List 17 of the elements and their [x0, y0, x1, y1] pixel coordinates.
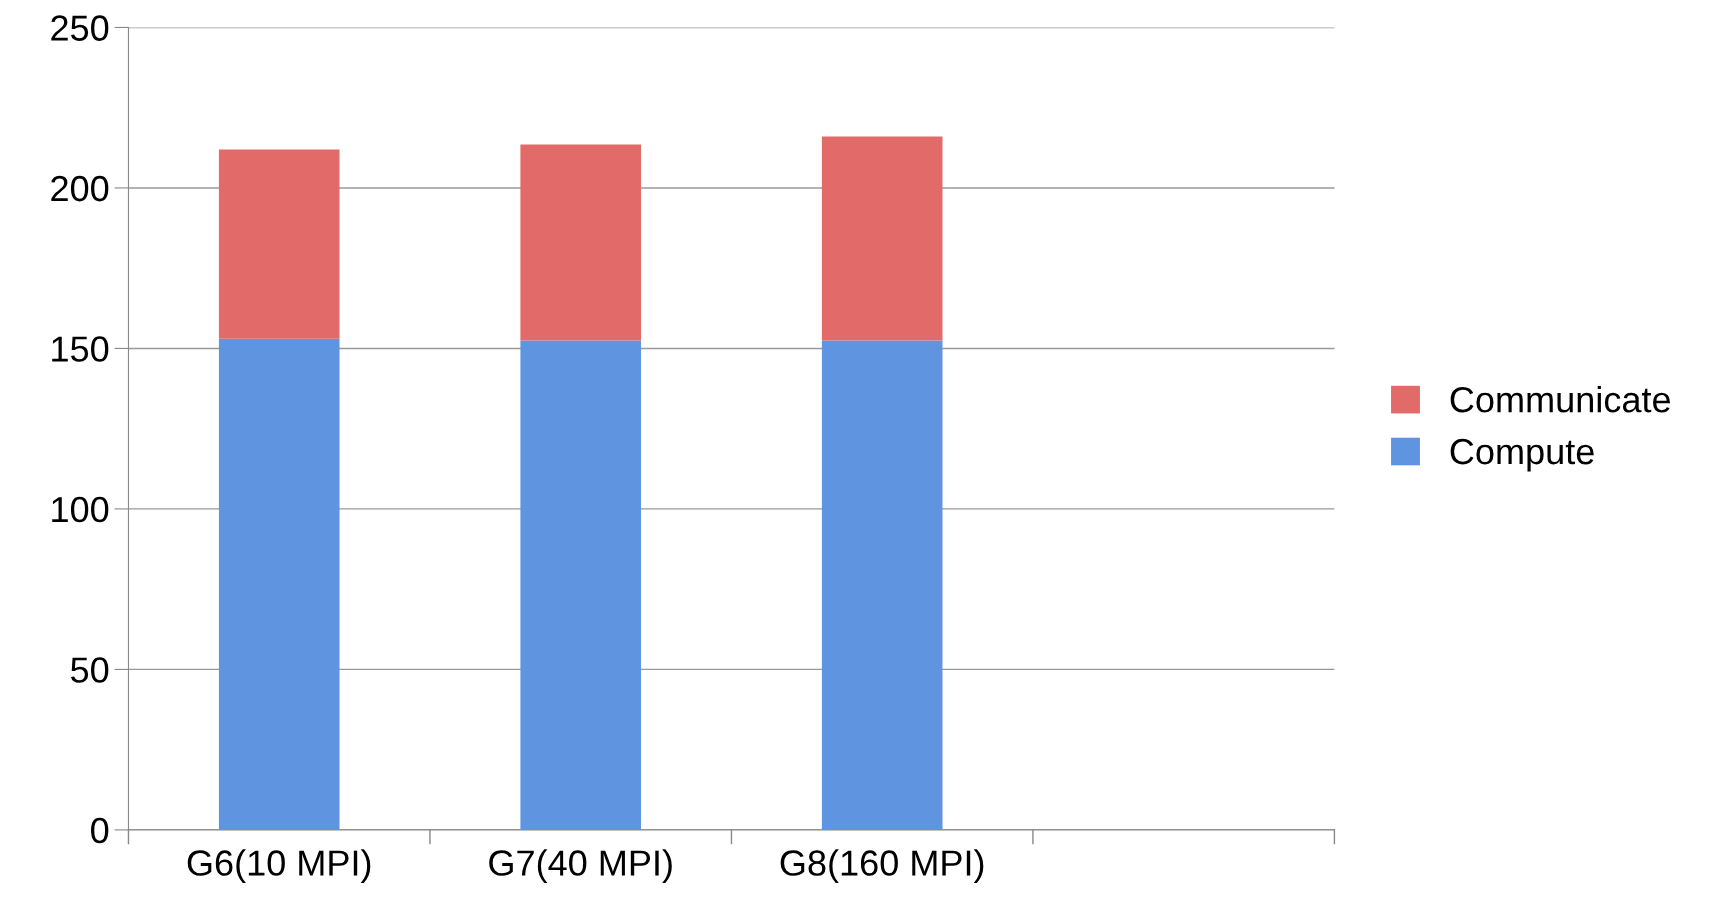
bar [520, 144, 641, 341]
y-tick-label: 0 [91, 817, 109, 844]
bar [821, 340, 943, 830]
x-tick-label: G6(10 MPI) [187, 849, 371, 883]
x-tick-label: G8(160 MPI) [780, 849, 984, 883]
y-tick-label: 250 [51, 15, 109, 41]
bar [821, 136, 943, 341]
y-tick-label: 150 [52, 336, 109, 362]
legend-label: Compute [1450, 438, 1594, 472]
bar [218, 149, 340, 339]
legend-label: Communicate [1450, 385, 1670, 413]
y-tick-label: 50 [71, 657, 109, 683]
bar [520, 340, 641, 830]
y-tick-label: 200 [51, 175, 109, 202]
x-tick-label: G7(40 MPI) [489, 849, 672, 883]
bar [218, 338, 340, 830]
y-tick-label: 100 [52, 496, 109, 523]
